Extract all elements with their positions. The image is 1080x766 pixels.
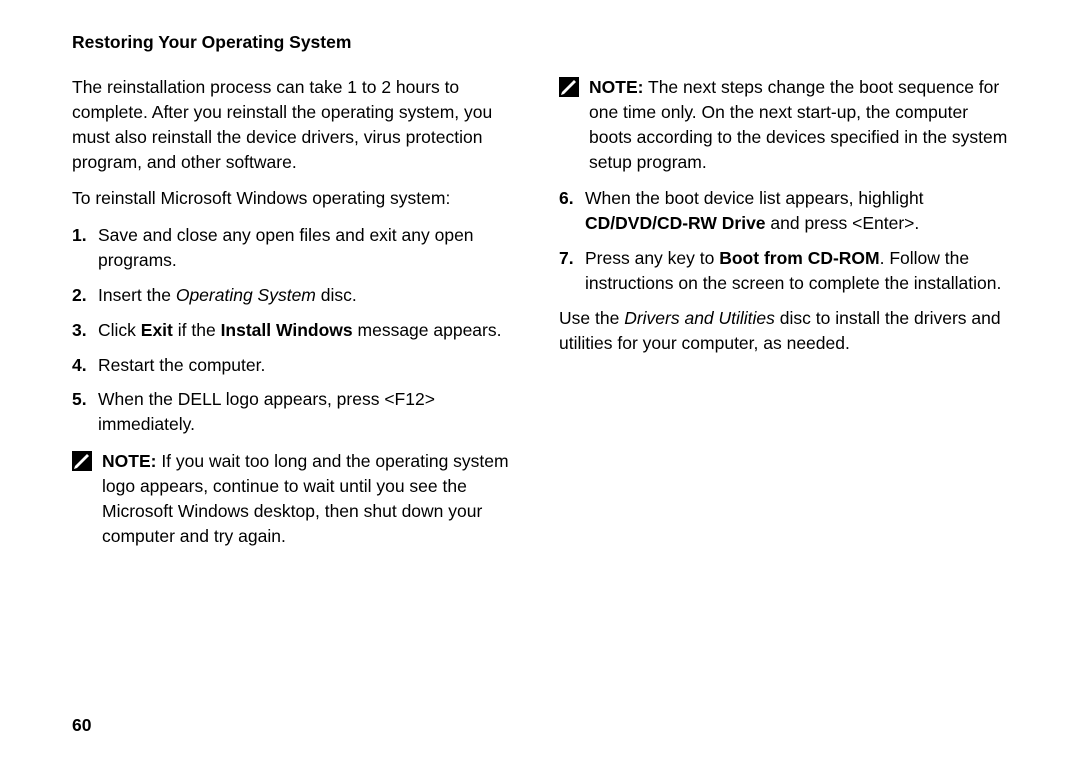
step-item: When the DELL logo appears, press <F12> …: [72, 387, 521, 437]
note-block: NOTE: If you wait too long and the opera…: [72, 449, 521, 548]
step-text-post: message appears.: [353, 320, 502, 340]
step-text-bold: Install Windows: [221, 320, 353, 340]
step-item: Click Exit if the Install Windows messag…: [72, 318, 521, 343]
step-item: Restart the computer.: [72, 353, 521, 378]
step-text-mid: if the: [173, 320, 221, 340]
note-label: NOTE:: [589, 77, 643, 97]
closing-pre: Use the: [559, 308, 624, 328]
page-number: 60: [72, 715, 91, 736]
step-item: Insert the Operating System disc.: [72, 283, 521, 308]
document-page: Restoring Your Operating System The rein…: [0, 0, 1080, 766]
steps-list-right: When the boot device list appears, highl…: [559, 186, 1008, 295]
note-block: NOTE: The next steps change the boot seq…: [559, 75, 1008, 174]
step-text-pre: Insert the: [98, 285, 176, 305]
step-item: When the boot device list appears, highl…: [559, 186, 1008, 236]
columns-wrapper: The reinstallation process can take 1 to…: [72, 75, 1008, 561]
lead-paragraph: To reinstall Microsoft Windows operating…: [72, 186, 521, 211]
step-text-post: disc.: [316, 285, 357, 305]
step-text-pre: Press any key to: [585, 248, 719, 268]
step-item: Save and close any open files and exit a…: [72, 223, 521, 273]
step-text-bold: CD/DVD/CD-RW Drive: [585, 213, 766, 233]
step-item: Press any key to Boot from CD-ROM. Follo…: [559, 246, 1008, 296]
note-text: If you wait too long and the operating s…: [102, 451, 509, 546]
step-text: Save and close any open files and exit a…: [98, 225, 474, 270]
step-text-bold: Exit: [141, 320, 173, 340]
note-icon: [72, 451, 92, 471]
step-text-em: Operating System: [176, 285, 316, 305]
page-title: Restoring Your Operating System: [72, 32, 1008, 53]
left-column: The reinstallation process can take 1 to…: [72, 75, 521, 561]
step-text-pre: Click: [98, 320, 141, 340]
closing-em: Drivers and Utilities: [624, 308, 775, 328]
steps-list-left: Save and close any open files and exit a…: [72, 223, 521, 437]
right-column: NOTE: The next steps change the boot seq…: [559, 75, 1008, 561]
step-text: When the DELL logo appears, press <F12> …: [98, 389, 435, 434]
step-text-pre: When the boot device list appears, highl…: [585, 188, 924, 208]
closing-paragraph: Use the Drivers and Utilities disc to in…: [559, 306, 1008, 356]
step-text-bold: Boot from CD-ROM: [719, 248, 879, 268]
note-icon: [559, 77, 579, 97]
note-text: The next steps change the boot sequence …: [589, 77, 1007, 172]
intro-paragraph: The reinstallation process can take 1 to…: [72, 75, 521, 174]
note-label: NOTE:: [102, 451, 156, 471]
step-text-post: and press <Enter>.: [766, 213, 920, 233]
step-text: Restart the computer.: [98, 355, 265, 375]
